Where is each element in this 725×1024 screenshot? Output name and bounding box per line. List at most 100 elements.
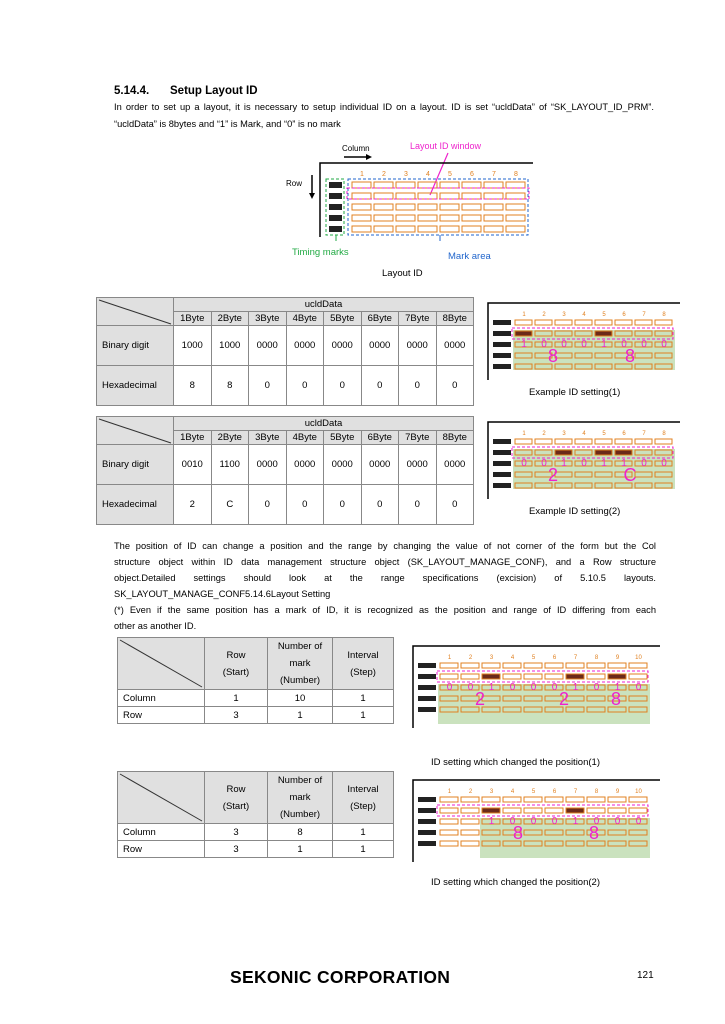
- row-start-header: Row (Start): [204, 771, 268, 824]
- mark-cell: [554, 363, 573, 370]
- timing-mark: [493, 353, 511, 358]
- mark-cell: [565, 829, 585, 836]
- mark-cell: [614, 341, 633, 348]
- mark-cell: [417, 203, 438, 211]
- byte-header: 7Byte: [398, 311, 437, 326]
- mark-cell: [594, 352, 613, 359]
- mark-cell: [544, 807, 564, 814]
- mark-cell: [614, 319, 633, 326]
- mark-cell: [505, 214, 526, 222]
- column-number: 5: [602, 431, 606, 437]
- id-window-outline: [511, 446, 674, 459]
- mark-cell: [460, 840, 480, 847]
- mark-cell: [554, 330, 573, 337]
- timing-mark: [493, 364, 511, 369]
- interval-header: Interval (Step): [332, 771, 394, 824]
- binary-cell: 0000: [398, 444, 437, 485]
- filled-mark: [554, 449, 573, 456]
- example-caption-2: Example ID setting(2): [529, 506, 621, 517]
- range-cell: 1: [267, 706, 333, 724]
- form-corner: [319, 162, 533, 237]
- filled-mark: [614, 449, 633, 456]
- mark-cell: [523, 673, 543, 680]
- column-number: 4: [511, 789, 515, 795]
- mark-cell: [395, 192, 416, 200]
- byte-header: 8Byte: [435, 311, 474, 326]
- binary-cell: 1100: [210, 444, 249, 485]
- mark-cell: [481, 706, 501, 713]
- mark-cell: [461, 214, 482, 222]
- mark-cell: [554, 482, 573, 489]
- mark-cell: [373, 203, 394, 211]
- timing-mark: [418, 819, 436, 824]
- mark-cell: [523, 662, 543, 669]
- mark-cell: [586, 796, 606, 803]
- mark-cell: [565, 840, 585, 847]
- mark-cell: [505, 192, 526, 200]
- id-bit: 1: [621, 458, 627, 469]
- table-corner: [96, 297, 174, 326]
- id-bit: 0: [561, 339, 567, 350]
- mark-cell: [439, 673, 459, 680]
- mark-cell: [628, 807, 648, 814]
- mark-cell: [481, 829, 501, 836]
- section-number: 5.14.4.: [114, 85, 150, 97]
- mark-cell: [502, 818, 522, 825]
- mark-cell: [607, 706, 627, 713]
- filled-mark: [594, 449, 613, 456]
- mark-cell: [534, 471, 553, 478]
- section-heading: 5.14.4. Setup Layout ID: [114, 85, 258, 97]
- mark-cell: [574, 460, 593, 467]
- column-number: 5: [448, 171, 452, 178]
- page-number: 121: [637, 970, 654, 981]
- id-bit-area: [513, 330, 675, 370]
- mark-cell: [460, 807, 480, 814]
- mark-cell: [628, 673, 648, 680]
- column-number: 2: [469, 655, 473, 661]
- id-bit: 0: [468, 682, 474, 693]
- byte-header: 3Byte: [248, 311, 287, 326]
- byte-header: 8Byte: [435, 430, 474, 445]
- mark-cell: [514, 341, 533, 348]
- mark-cell: [514, 471, 533, 478]
- hex-cell: 0: [360, 365, 399, 406]
- mark-cell: [505, 181, 526, 189]
- id-bit: 1: [601, 339, 607, 350]
- column-number: 3: [562, 431, 566, 437]
- column-number: 1: [522, 431, 526, 437]
- mark-cell: [534, 341, 553, 348]
- id-bit: 1: [601, 458, 607, 469]
- mark-cell: [483, 192, 504, 200]
- mark-cell: [351, 181, 372, 189]
- column-numbers: 1 2 3 4 5 6 7 8: [360, 171, 518, 178]
- timing-mark: [493, 331, 511, 336]
- mark-cell: [574, 482, 593, 489]
- ucld-header: ucldData: [173, 297, 474, 312]
- hex-cell: C: [210, 484, 249, 525]
- filled-mark: [594, 330, 613, 337]
- paragraph-line: other as another ID.: [114, 621, 197, 631]
- mark-cell: [614, 482, 633, 489]
- row-row: Row 3 1 1: [117, 840, 394, 858]
- column-number: 4: [426, 171, 430, 178]
- mark-cell: [634, 341, 653, 348]
- binary-row: Binary digit 0010 1100 0000 0000 0000 0000 0000…: [96, 444, 474, 485]
- id-hex-value: 8: [548, 346, 558, 366]
- mark-cell: [534, 330, 553, 337]
- mark-cell: [654, 438, 673, 445]
- mark-cell: [417, 214, 438, 222]
- form-corner: [412, 645, 660, 728]
- mark-cell: [544, 796, 564, 803]
- mark-cell: [460, 829, 480, 836]
- id-hex-value: 2: [548, 465, 558, 485]
- hex-cell: 0: [248, 484, 287, 525]
- mark-cell: [395, 181, 416, 189]
- mark-cell: [514, 438, 533, 445]
- id-bit: 1: [573, 816, 579, 827]
- mark-cell: [614, 363, 633, 370]
- hex-cell: 0: [285, 484, 324, 525]
- id-bit: 0: [641, 339, 647, 350]
- mark-cell: [460, 796, 480, 803]
- mark-cell: [634, 471, 653, 478]
- id-bit: 0: [521, 458, 527, 469]
